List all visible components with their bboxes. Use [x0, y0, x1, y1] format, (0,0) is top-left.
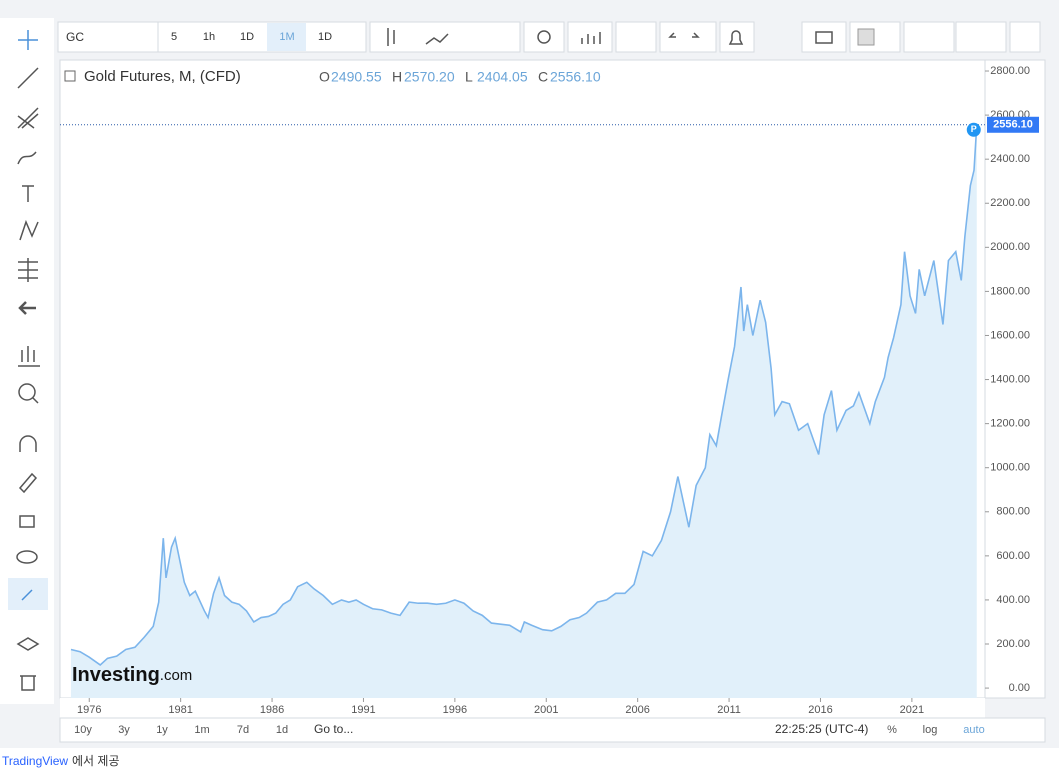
watermark-brand: Investing: [72, 664, 160, 686]
watermark-suffix: .com: [160, 667, 193, 684]
load[interactable]: [903, 21, 955, 53]
y-tick-label: 200.00: [996, 638, 1030, 650]
x-tick-label: 2011: [717, 704, 741, 716]
undo-redo[interactable]: [659, 21, 717, 53]
layout-swatch: [857, 28, 875, 46]
interval-group: [157, 21, 367, 53]
x-tick-label: 1981: [168, 704, 192, 716]
range-button[interactable]: 10y: [74, 724, 92, 736]
y-tick-label: 1200.00: [990, 418, 1030, 430]
ohlc-value: 2556.10: [550, 69, 601, 85]
axis-option[interactable]: %: [887, 724, 897, 736]
ohlc-key: H: [392, 69, 402, 85]
x-tick-label: 1976: [77, 704, 101, 716]
collapse-icon[interactable]: [64, 70, 76, 82]
price-tag: [987, 116, 1039, 133]
ohlc-value: 2404.05: [477, 69, 528, 85]
x-tick-label: 2006: [625, 704, 649, 716]
range-button[interactable]: 1m: [194, 724, 209, 736]
ohlc-value: 2570.20: [404, 69, 455, 85]
price-tag-label: 2556.10: [993, 119, 1033, 131]
y-tick-label: 400.00: [996, 594, 1030, 606]
x-tick-label: 2001: [534, 704, 558, 716]
settings[interactable]: [523, 21, 565, 53]
interval[interactable]: 1D: [318, 31, 332, 43]
area-line: [70, 124, 978, 666]
top-toolbar: GC 5 1h 1D 1M 1D: [57, 21, 1041, 53]
x-tick-label: 1991: [351, 704, 375, 716]
x-tick-label: 1996: [443, 704, 467, 716]
price-badge[interactable]: [966, 122, 981, 137]
indicators[interactable]: [567, 21, 613, 53]
interval[interactable]: 1M: [279, 31, 294, 43]
snapshot[interactable]: [801, 21, 847, 53]
y-tick-label: 800.00: [996, 506, 1030, 518]
ohlc-value: 2490.55: [331, 69, 382, 85]
y-tick-label: 2800.00: [990, 65, 1030, 77]
range-button[interactable]: 1y: [156, 724, 168, 736]
range-button[interactable]: 7d: [237, 724, 249, 736]
y-tick-label: 1800.00: [990, 285, 1030, 297]
symbol[interactable]: GC: [66, 30, 84, 44]
interval[interactable]: 1h: [203, 31, 215, 43]
ohlc-key: L: [465, 69, 473, 85]
footer-text: 에서 제공: [72, 754, 120, 768]
range-button[interactable]: 3y: [118, 724, 130, 736]
y-tick-label: 600.00: [996, 550, 1030, 562]
price-badge-label: P: [971, 124, 977, 134]
interval-active: [267, 23, 306, 51]
axis-option[interactable]: auto: [963, 724, 984, 736]
x-tick-label: 1986: [260, 704, 284, 716]
watermark: Investing.com: [72, 664, 192, 686]
area-fill: [70, 124, 977, 699]
y-tick-label: 0.00: [1009, 682, 1030, 694]
price-axis: [984, 59, 1046, 699]
y-tick-label: 1000.00: [990, 462, 1030, 474]
y-tick-label: 1400.00: [990, 373, 1030, 385]
ohlc-key: O: [319, 69, 330, 85]
axis-option[interactable]: log: [923, 724, 938, 736]
y-tick-label: 2400.00: [990, 153, 1030, 165]
footer-link[interactable]: TradingView: [2, 754, 68, 768]
legend-title: Gold Futures, M, (CFD): [84, 68, 241, 85]
interval[interactable]: 1D: [240, 31, 254, 43]
time-axis: [60, 698, 985, 718]
range-button[interactable]: 1d: [276, 724, 288, 736]
alert[interactable]: [719, 21, 755, 53]
bottom-bar: [59, 717, 1046, 743]
fullscreen[interactable]: [1009, 21, 1041, 53]
clock: 22:25:25 (UTC-4): [775, 722, 868, 736]
goto[interactable]: Go to...: [314, 722, 353, 736]
y-tick-label: 2200.00: [990, 197, 1030, 209]
symbol-box[interactable]: [57, 21, 159, 53]
compare[interactable]: [615, 21, 657, 53]
ohlc-key: C: [538, 69, 548, 85]
legend: Gold Futures, M, (CFD) O 2490.55 H 2570.20 L…: [64, 68, 601, 85]
x-tick-label: 2021: [900, 704, 924, 716]
y-tick-label: 1600.00: [990, 329, 1030, 341]
y-tick-label: 2000.00: [990, 241, 1030, 253]
x-tick-label: 2016: [808, 704, 832, 716]
save[interactable]: [955, 21, 1007, 53]
tool-icons[interactable]: [8, 30, 48, 691]
interval[interactable]: 5: [171, 31, 177, 43]
